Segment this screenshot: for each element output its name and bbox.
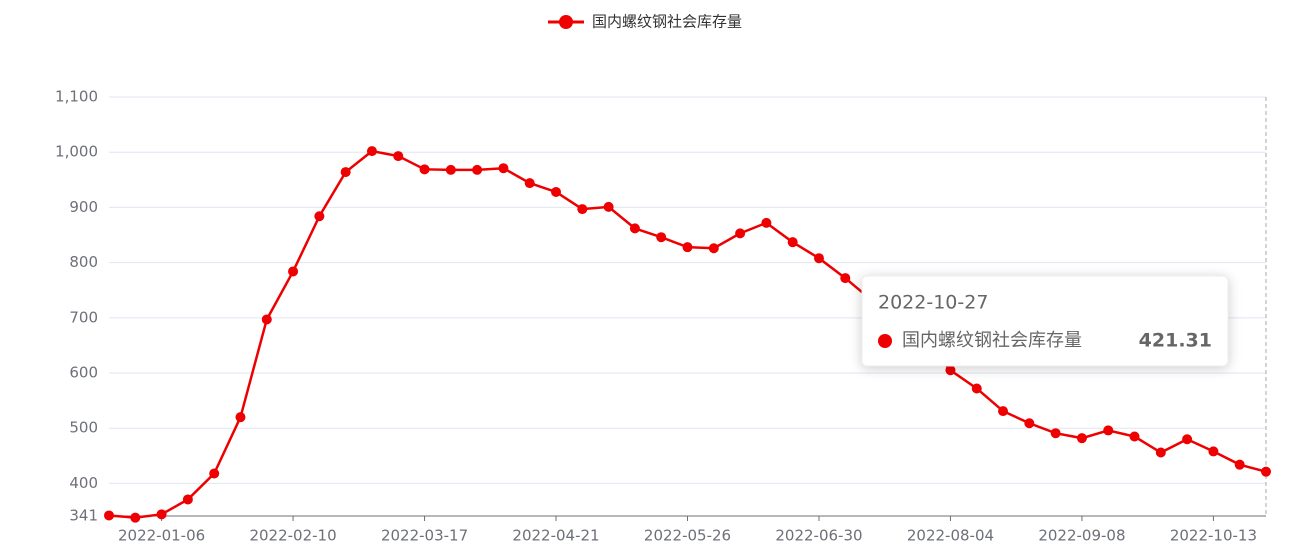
y-tick-label: 500 — [69, 419, 98, 437]
x-tick-label: 2022-04-21 — [512, 527, 599, 545]
data-point — [472, 164, 483, 175]
data-point — [708, 243, 719, 254]
data-point — [813, 253, 824, 264]
y-tick-label: 900 — [69, 198, 98, 216]
tooltip-marker — [878, 334, 892, 348]
data-point — [1261, 466, 1271, 477]
data-point — [603, 201, 614, 212]
data-point — [1182, 434, 1193, 445]
data-point — [340, 167, 351, 178]
x-tick-label: 2022-08-04 — [907, 527, 994, 545]
data-point — [445, 164, 456, 175]
x-tick-label: 2022-09-08 — [1038, 527, 1125, 545]
tooltip-name: 国内螺纹钢社会库存量 — [902, 330, 1082, 351]
data-point — [1103, 425, 1114, 436]
data-point — [1024, 418, 1035, 429]
data-point — [288, 266, 299, 277]
data-point — [104, 510, 114, 521]
data-point — [209, 468, 220, 479]
x-tick-label: 2022-02-10 — [249, 527, 336, 545]
data-point — [130, 512, 141, 523]
data-point — [971, 383, 982, 394]
x-tick-label: 2022-05-26 — [644, 527, 731, 545]
data-point — [1129, 431, 1140, 442]
data-point — [761, 217, 772, 228]
data-point — [156, 509, 167, 520]
x-tick-label: 2022-10-13 — [1170, 527, 1257, 545]
legend-marker — [559, 15, 573, 29]
x-tick-label: 2022-01-06 — [118, 527, 205, 545]
data-point — [524, 178, 535, 189]
y-tick-label: 1,000 — [55, 143, 98, 161]
data-point — [787, 237, 798, 248]
tooltip-value: 421.31 — [1139, 330, 1212, 352]
y-tick-label: 700 — [69, 308, 98, 326]
y-tick-label: 341 — [69, 507, 98, 525]
y-tick-label: 800 — [69, 253, 98, 271]
data-point — [498, 163, 509, 174]
data-point — [945, 365, 956, 376]
data-point — [1234, 459, 1245, 470]
data-point — [682, 242, 693, 253]
data-point — [261, 314, 272, 325]
data-point — [656, 232, 667, 243]
data-point — [551, 186, 562, 197]
data-point — [1208, 446, 1219, 457]
data-point — [998, 406, 1009, 417]
data-point — [1076, 433, 1087, 444]
y-tick-label: 600 — [69, 364, 98, 382]
tooltip-box — [861, 275, 1229, 367]
data-point — [393, 151, 404, 162]
data-point — [840, 273, 851, 284]
data-point — [182, 494, 193, 505]
data-point — [314, 211, 325, 222]
data-point — [235, 412, 246, 423]
data-point — [577, 204, 588, 215]
data-point — [366, 146, 377, 157]
y-tick-label: 400 — [69, 474, 98, 492]
data-point — [735, 228, 746, 239]
data-point — [1155, 447, 1166, 458]
tooltip: 2022-10-27 国内螺纹钢社会库存量 421.31 — [861, 275, 1229, 367]
x-tick-label: 2022-06-30 — [775, 527, 862, 545]
x-tick-label: 2022-03-17 — [381, 527, 468, 545]
data-point — [629, 223, 640, 234]
data-point — [419, 164, 430, 175]
legend-label: 国内螺纹钢社会库存量 — [592, 13, 742, 31]
data-point — [1050, 428, 1061, 439]
tooltip-title: 2022-10-27 — [878, 292, 988, 314]
y-tick-label: 1,100 — [55, 88, 98, 106]
